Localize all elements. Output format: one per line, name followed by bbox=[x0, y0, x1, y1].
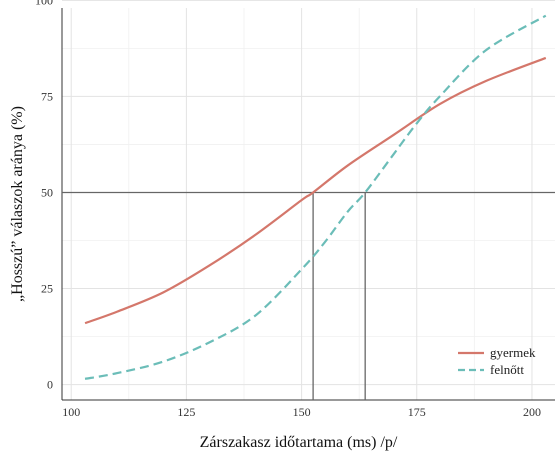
legend-label-gyermek: gyermek bbox=[490, 345, 536, 360]
y-tick-label: 50 bbox=[41, 185, 53, 199]
x-axis-label: Zárszakasz időtartama (ms) /p/ bbox=[200, 434, 398, 451]
y-axis-label: „Hosszú” válaszok aránya (%) bbox=[9, 106, 26, 302]
legend-label-felnott: felnőtt bbox=[490, 362, 524, 377]
y-tick-label: 0 bbox=[47, 378, 53, 392]
series-line-felnott bbox=[84, 14, 547, 380]
grid bbox=[62, 0, 555, 400]
x-tick-label: 125 bbox=[177, 405, 195, 419]
x-tick-label: 200 bbox=[523, 405, 541, 419]
plot-area bbox=[62, 8, 555, 400]
plot-frame bbox=[61, 8, 555, 401]
series-lines bbox=[84, 14, 547, 380]
plot-background bbox=[62, 8, 555, 400]
x-tick-label: 150 bbox=[293, 405, 311, 419]
x-tick-label: 100 bbox=[62, 405, 80, 419]
x-tick-label: 175 bbox=[408, 405, 426, 419]
y-tick-label: 25 bbox=[41, 282, 53, 296]
legend: gyermek felnőtt bbox=[458, 345, 536, 377]
series-line-gyermek bbox=[84, 56, 547, 325]
tick-labels: 100 125 150 175 200 0 25 50 75 100 bbox=[35, 0, 541, 419]
y-tick-label: 75 bbox=[41, 89, 53, 103]
y-tick-label: 100 bbox=[35, 0, 53, 7]
reference-lines bbox=[62, 191, 555, 400]
